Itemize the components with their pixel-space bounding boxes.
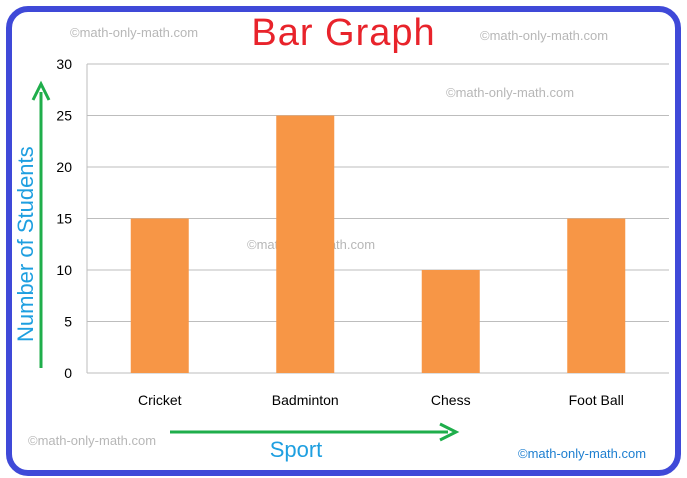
x-category-label: Cricket xyxy=(138,392,182,408)
x-category-label: Chess xyxy=(431,392,471,408)
bars xyxy=(130,115,626,373)
y-tick-label: 5 xyxy=(64,314,72,330)
y-axis-title: Number of Students xyxy=(13,146,38,342)
watermark: ©math-only-math.com xyxy=(446,85,575,100)
x-axis-arrow-head xyxy=(439,422,460,442)
y-axis-arrow-head xyxy=(31,80,51,101)
x-category-label: Badminton xyxy=(272,392,339,408)
bar-foot-ball xyxy=(567,218,626,373)
x-category-label: Foot Ball xyxy=(569,392,624,408)
y-tick-label: 0 xyxy=(64,365,72,381)
chart-title: Bar Graph xyxy=(251,12,436,54)
bar-cricket xyxy=(130,218,189,373)
y-tick-label: 30 xyxy=(56,56,72,72)
credit-text: ©math-only-math.com xyxy=(518,446,647,461)
y-tick-label: 25 xyxy=(56,108,72,124)
y-tick-label: 10 xyxy=(56,262,72,278)
watermark: ©math-only-math.com xyxy=(28,433,157,448)
y-tick-label: 20 xyxy=(56,159,72,175)
x-category-labels: Cricket Badminton Chess Foot Ball xyxy=(138,392,624,408)
watermark: ©math-only-math.com xyxy=(70,25,199,40)
y-tick-label: 15 xyxy=(56,211,72,227)
bar-chess xyxy=(421,270,480,373)
bar-badminton xyxy=(276,115,335,373)
x-axis-title: Sport xyxy=(270,437,323,462)
y-tick-labels: 0 5 10 15 20 25 30 xyxy=(56,56,72,381)
watermark: ©math-only-math.com xyxy=(480,28,609,43)
